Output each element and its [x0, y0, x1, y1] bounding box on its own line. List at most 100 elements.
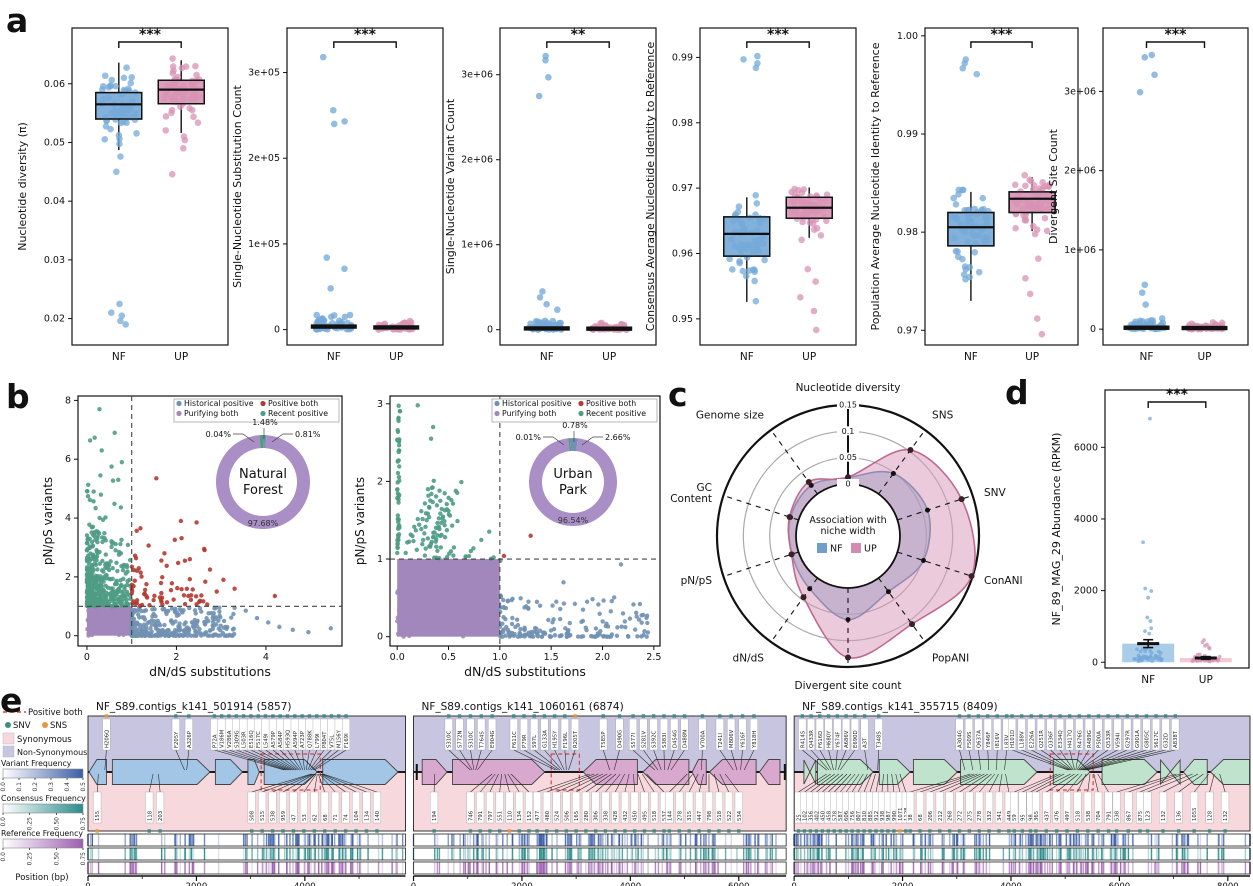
svg-text:1.0: 1.0 [492, 652, 507, 663]
svg-text:134: 134 [365, 810, 371, 821]
svg-text:NF: NF [1140, 351, 1154, 363]
svg-text:6000: 6000 [1074, 442, 1098, 453]
svg-text:0: 0 [411, 882, 416, 886]
svg-text:NF_S89.contigs_k141_1060161 (6: NF_S89.contigs_k141_1060161 (6874) [422, 701, 624, 713]
svg-text:104: 104 [354, 810, 360, 821]
svg-text:476: 476 [1055, 810, 1061, 821]
svg-text:E690D: E690D [853, 730, 859, 748]
svg-text:356: 356 [808, 810, 814, 821]
svg-text:938: 938 [880, 810, 886, 821]
svg-text:0.95: 0.95 [672, 314, 693, 325]
svg-text:***: *** [354, 27, 377, 43]
svg-text:2e+05: 2e+05 [248, 153, 280, 164]
svg-text:**: ** [571, 27, 586, 43]
svg-text:Q336F: Q336F [1048, 731, 1054, 748]
svg-text:NF: NF [112, 351, 126, 363]
contig-2: NF_S89.contigs_k141_355715 (8409) R414S Q4… [791, 701, 1251, 886]
svg-text:450: 450 [820, 810, 826, 821]
svg-text:0.99: 0.99 [672, 52, 693, 63]
svg-text:3e+06: 3e+06 [1064, 86, 1096, 97]
svg-text:2000: 2000 [186, 882, 208, 886]
svg-text:206: 206 [928, 810, 934, 821]
svg-text:S383I: S383I [662, 733, 668, 748]
svg-text:A686V: A686V [844, 730, 850, 748]
svg-text:G901A: G901A [1135, 730, 1141, 748]
svg-text:506: 506 [564, 810, 570, 821]
svg-text:UP: UP [1199, 674, 1213, 686]
svg-text:NF: NF [740, 351, 754, 363]
svg-text:A326P: A326P [187, 730, 193, 748]
svg-text:0.78%: 0.78% [562, 421, 588, 430]
svg-text:480: 480 [545, 810, 551, 821]
svg-text:D488N: D488N [683, 730, 689, 748]
svg-text:A3T: A3T [863, 737, 869, 748]
svg-text:V186M: V186M [220, 729, 226, 748]
svg-text:578: 578 [832, 810, 838, 821]
svg-text:H195Y: H195Y [553, 730, 559, 748]
svg-text:R414S: R414S [800, 730, 806, 748]
svg-text:***: *** [139, 27, 162, 43]
svg-text:0.98: 0.98 [897, 227, 918, 238]
svg-text:Positive both: Positive both [586, 399, 636, 408]
svg-text:dN/dS: dN/dS [733, 653, 765, 665]
panel-c-label: c [668, 375, 688, 414]
svg-text:2e+06: 2e+06 [461, 155, 493, 166]
svg-text:534: 534 [737, 810, 743, 821]
svg-text:P72A: P72A [212, 734, 218, 748]
svg-text:S392C: S392C [652, 731, 658, 748]
svg-text:0.5: 0.5 [441, 652, 456, 663]
svg-text:G32D: G32D [1164, 733, 1170, 748]
svg-text:F169I: F169I [344, 733, 350, 748]
svg-text:0.01%: 0.01% [516, 433, 542, 442]
svg-text:0.04: 0.04 [44, 196, 65, 207]
svg-text:R489G: R489G [1087, 730, 1093, 748]
svg-text:A584P: A584P [278, 730, 284, 748]
svg-text:S97L: S97L [532, 735, 538, 748]
svg-text:NF: NF [1141, 674, 1155, 686]
svg-text:912: 912 [874, 811, 880, 821]
svg-text:I816V: I816V [995, 732, 1001, 748]
svg-text:71: 71 [333, 814, 339, 821]
svg-text:155: 155 [95, 811, 101, 821]
svg-text:Historical positive: Historical positive [184, 399, 254, 408]
svg-text:524: 524 [555, 810, 561, 821]
svg-text:365: 365 [1034, 811, 1040, 821]
svg-text:G133A: G133A [542, 730, 548, 748]
genome-tracks: NF_S89.contigs_k141_501914 (5857) H206Q F2… [0, 701, 1251, 886]
svg-text:Single-Nucleotide Variant Coun: Single-Nucleotide Variant Count [444, 98, 457, 274]
svg-text:Positive both: Positive both [268, 399, 318, 408]
svg-text:UP: UP [864, 544, 877, 555]
svg-text:2000: 2000 [1074, 586, 1098, 597]
svg-text:587: 587 [838, 811, 844, 821]
svg-text:0: 0 [1090, 324, 1096, 335]
svg-text:4: 4 [263, 652, 269, 663]
svg-text:A594P: A594P [293, 730, 299, 748]
svg-text:551: 551 [498, 811, 504, 821]
panel-a-label: a [6, 1, 29, 40]
svg-text:Y674F: Y674F [835, 732, 841, 749]
svg-text:GC: GC [697, 482, 712, 494]
svg-text:136: 136 [1177, 810, 1183, 821]
svg-text:606: 606 [844, 810, 850, 821]
svg-text:SNS: SNS [932, 409, 954, 421]
svg-text:1055: 1055 [1192, 808, 1198, 821]
svg-text:140: 140 [375, 810, 381, 821]
svg-text:D454G: D454G [672, 730, 678, 748]
contig-1: NF_S89.contigs_k141_1060161 (6874) S310C S… [411, 701, 787, 886]
svg-text:Y818H: Y818H [752, 731, 758, 749]
svg-text:L188V: L188V [1020, 731, 1026, 748]
svg-text:495: 495 [642, 811, 648, 821]
boxplot-consensus-average-nucleotide-identity-to-reference: 0.95 0.96 0.97 0.98 0.99 Consensus Average Nu… [644, 27, 857, 363]
panel-e-label: e [0, 681, 23, 720]
svg-text:UP: UP [802, 351, 816, 363]
svg-text:4000: 4000 [1000, 882, 1022, 886]
svg-text:NF: NF [830, 544, 843, 555]
svg-text:1.00: 1.00 [897, 31, 918, 42]
svg-text:68: 68 [918, 814, 924, 821]
svg-text:F616D: F616D [818, 731, 824, 748]
svg-text:Natural: Natural [239, 467, 287, 482]
panel-d-label: d [1005, 373, 1029, 412]
svg-text:450: 450 [633, 810, 639, 821]
svg-text:128: 128 [1208, 810, 1214, 821]
